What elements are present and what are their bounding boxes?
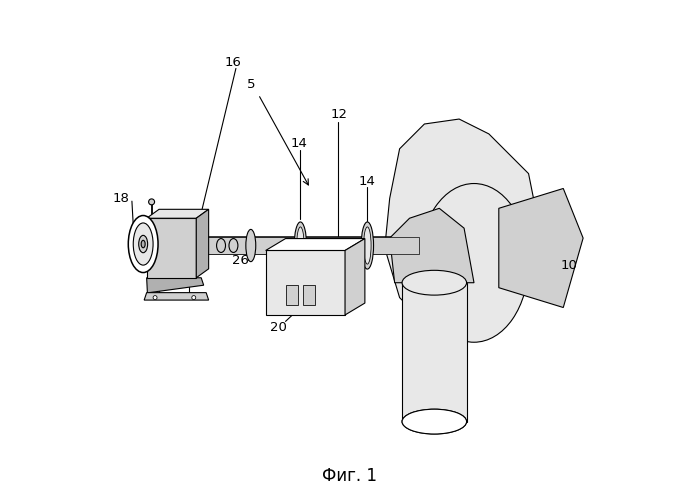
Polygon shape <box>196 209 209 278</box>
Polygon shape <box>303 285 315 305</box>
Ellipse shape <box>294 222 307 269</box>
Ellipse shape <box>402 409 467 434</box>
Ellipse shape <box>402 270 467 295</box>
Text: 10: 10 <box>561 259 578 272</box>
Ellipse shape <box>361 222 374 269</box>
Ellipse shape <box>246 230 256 262</box>
Ellipse shape <box>297 227 304 264</box>
Text: 16: 16 <box>225 56 242 68</box>
Ellipse shape <box>402 409 467 434</box>
Bar <box>152 237 419 254</box>
Ellipse shape <box>192 296 196 300</box>
Polygon shape <box>345 239 365 315</box>
Ellipse shape <box>153 296 157 300</box>
Text: 18: 18 <box>113 192 130 205</box>
Polygon shape <box>499 188 583 308</box>
Polygon shape <box>286 285 298 305</box>
Text: 14: 14 <box>291 137 308 150</box>
Ellipse shape <box>139 235 148 253</box>
Text: Фиг. 1: Фиг. 1 <box>323 467 377 485</box>
Polygon shape <box>266 239 365 250</box>
Text: 14: 14 <box>359 175 376 187</box>
Ellipse shape <box>133 223 153 265</box>
Text: 5: 5 <box>246 78 255 91</box>
Text: 26: 26 <box>232 254 249 267</box>
Polygon shape <box>385 119 538 332</box>
Polygon shape <box>146 209 209 218</box>
Polygon shape <box>402 283 467 422</box>
Ellipse shape <box>419 184 528 342</box>
Ellipse shape <box>141 240 145 248</box>
Text: 12: 12 <box>330 108 348 121</box>
Ellipse shape <box>229 239 238 252</box>
Polygon shape <box>144 293 209 300</box>
Ellipse shape <box>128 215 158 273</box>
Polygon shape <box>390 208 474 283</box>
Ellipse shape <box>363 227 371 264</box>
Text: 30: 30 <box>152 273 169 286</box>
Text: 20: 20 <box>270 321 286 334</box>
Ellipse shape <box>148 199 155 205</box>
Ellipse shape <box>216 239 225 252</box>
Polygon shape <box>266 250 345 315</box>
Polygon shape <box>146 278 204 298</box>
Polygon shape <box>146 218 196 278</box>
